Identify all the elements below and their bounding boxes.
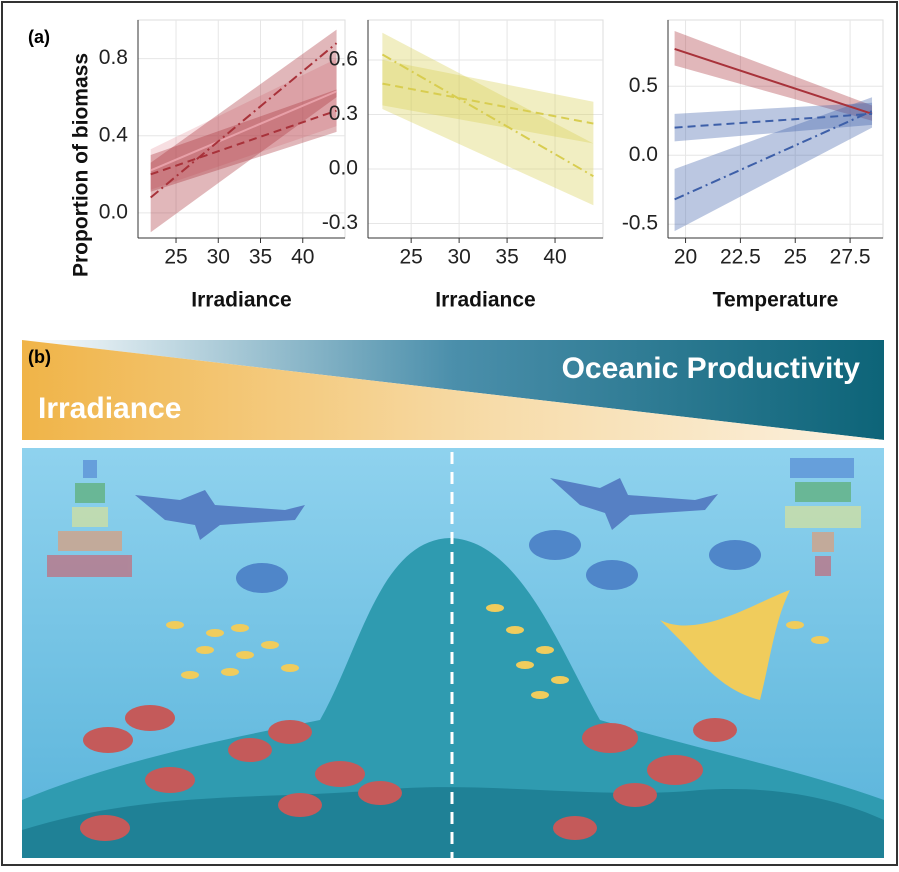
y-tick-label: 0.8 (99, 46, 128, 69)
confidence-band (674, 102, 873, 142)
yellow-fish (166, 604, 829, 699)
y-tick-label: 0.5 (629, 74, 658, 97)
x-tick-label: 20 (674, 246, 697, 269)
x-tick-label: 22.5 (720, 246, 761, 269)
x-tick-label: 27.5 (830, 246, 871, 269)
plot-area (137, 19, 346, 239)
confidence-band (382, 59, 594, 144)
banner-text: Oceanic Productivity (562, 352, 861, 385)
confidence-band (674, 97, 873, 232)
blue-fish (236, 530, 761, 593)
confidence-band (150, 89, 337, 192)
y-tick-label: 0.0 (629, 143, 658, 166)
banner-text: Irradiance (38, 392, 181, 425)
x-tick-label: 40 (543, 246, 566, 269)
confidence-band (382, 32, 594, 206)
panel-label: (a) (28, 27, 50, 47)
y-tick-label: 0.0 (99, 200, 128, 223)
line (150, 42, 338, 199)
x-tick-label: 35 (249, 246, 272, 269)
y-tick-label: 0.6 (329, 48, 358, 71)
panel-label: (b) (28, 347, 51, 367)
line (674, 112, 873, 129)
irradiance-wedge (22, 340, 884, 440)
x-axis-title: Irradiance (191, 289, 291, 312)
y-tick-label: 0.0 (329, 157, 358, 180)
x-tick-label: 40 (291, 246, 314, 269)
sharks (135, 478, 718, 540)
line (382, 82, 594, 125)
red-fish (80, 705, 737, 841)
y-tick-label: 0.3 (329, 102, 358, 125)
pyramid-left (47, 460, 132, 577)
y-tick-label: -0.5 (622, 212, 658, 235)
pyramid-right (785, 458, 861, 576)
x-axis-title: Temperature (713, 289, 839, 312)
y-tick-label: -0.3 (322, 211, 358, 234)
x-tick-label: 30 (207, 246, 230, 269)
line (674, 48, 873, 115)
confidence-band (150, 58, 337, 190)
plot-area (367, 19, 604, 239)
y-tick-label: 0.4 (99, 123, 129, 146)
x-axis-title: Irradiance (435, 289, 535, 312)
illustration (22, 448, 884, 858)
line (150, 109, 337, 176)
manta (660, 590, 790, 700)
x-tick-label: 30 (447, 246, 470, 269)
x-tick-label: 35 (495, 246, 518, 269)
x-tick-label: 25 (399, 246, 422, 269)
line (674, 110, 873, 201)
x-tick-label: 25 (164, 246, 187, 269)
line (150, 90, 337, 172)
x-tick-label: 25 (784, 246, 807, 269)
y-axis-title: Proportion of biomass (70, 53, 93, 277)
line (381, 53, 594, 178)
